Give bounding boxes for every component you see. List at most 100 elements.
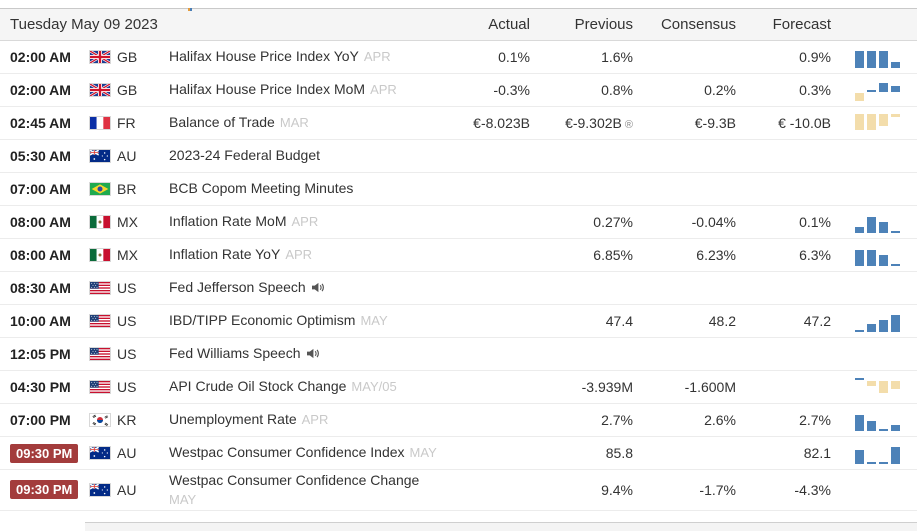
- event-cell: IBD/TIPP Economic Optimism MAY: [168, 305, 470, 338]
- flag-au-icon: [89, 149, 111, 163]
- event-link[interactable]: Inflation Rate MoM: [169, 213, 287, 230]
- event-cell: API Crude Oil Stock Change MAY/05: [168, 371, 470, 404]
- country-code: GB: [117, 82, 138, 98]
- chart-cell: [843, 338, 917, 371]
- country-cell: US: [88, 338, 168, 371]
- previous-value: [542, 173, 645, 206]
- previous-value: 1.6%: [601, 49, 633, 65]
- event-cell: Halifax House Price Index YoY APR: [168, 41, 470, 74]
- event-time: 08:00 AM: [0, 239, 88, 272]
- flag-kr-icon: [89, 413, 111, 427]
- country-cell: MX: [88, 239, 168, 272]
- chart-bar: [867, 51, 876, 68]
- chart-bar: [855, 378, 864, 380]
- mini-chart-icon[interactable]: [855, 211, 905, 233]
- event-link[interactable]: 2023-24 Federal Budget: [169, 147, 320, 164]
- event-time: 07:00 PM: [0, 404, 88, 437]
- previous-value: [542, 338, 645, 371]
- mini-chart-icon[interactable]: [855, 310, 905, 332]
- event-link[interactable]: API Crude Oil Stock Change: [169, 378, 347, 395]
- mini-chart-icon[interactable]: [855, 442, 905, 464]
- chart-bar: [855, 415, 864, 431]
- previous-value: 85.8: [605, 445, 633, 461]
- flag-fr-icon: [89, 116, 111, 130]
- event-time-label: 04:30 PM: [10, 379, 71, 395]
- forecast-value: 82.1: [803, 445, 831, 461]
- mini-chart-icon[interactable]: [855, 112, 905, 134]
- country-code: AU: [117, 481, 137, 498]
- event-cell: Unemployment Rate APR: [168, 404, 470, 437]
- column-header-consensus: Consensus: [660, 16, 736, 33]
- flag-au-icon: [89, 446, 111, 460]
- chart-cell: [843, 470, 917, 511]
- event-cell: Balance of Trade MAR: [168, 107, 470, 140]
- event-link[interactable]: Fed Williams Speech: [169, 344, 301, 361]
- previous-value: 0.27%: [593, 214, 633, 230]
- mini-chart-icon[interactable]: [855, 244, 905, 266]
- chart-bar: [879, 462, 888, 464]
- event-period: MAY: [169, 491, 197, 507]
- chart-cell: [843, 206, 917, 239]
- event-link[interactable]: Inflation Rate YoY: [169, 246, 281, 263]
- event-link[interactable]: Halifax House Price Index YoY: [169, 48, 359, 65]
- previous-value: -3.939M: [581, 379, 633, 395]
- event-time-label: 02:00 AM: [10, 49, 71, 65]
- table-row: 02:00 AM GB Halifax House Price Index Yo…: [0, 41, 917, 74]
- forecast-value: 6.3%: [799, 247, 831, 263]
- event-time: 08:30 AM: [0, 272, 88, 305]
- event-time: 02:00 AM: [0, 74, 88, 107]
- mini-chart-icon[interactable]: [855, 46, 905, 68]
- column-header-chart: [843, 9, 917, 41]
- chart-bar: [867, 90, 876, 92]
- mini-chart-icon[interactable]: [855, 376, 905, 398]
- event-period: MAR: [279, 115, 309, 131]
- flag-gb-icon: [89, 50, 111, 64]
- event-link[interactable]: BCB Copom Meeting Minutes: [169, 180, 354, 197]
- country-cell: US: [88, 371, 168, 404]
- actual-value: [470, 305, 542, 338]
- chart-cell: [843, 140, 917, 173]
- event-time-label: 12:05 PM: [10, 346, 71, 362]
- table-row: 12:05 PM US Fed Williams Speech: [0, 338, 917, 371]
- event-time: 08:00 AM: [0, 206, 88, 239]
- forecast-value: 47.2: [803, 313, 831, 329]
- consensus-value: -1.600M: [684, 379, 736, 395]
- event-cell: Inflation Rate MoM APR: [168, 206, 470, 239]
- event-link[interactable]: Westpac Consumer Confidence Index: [169, 444, 405, 461]
- chart-bar: [891, 315, 900, 332]
- event-time: 02:45 AM: [0, 107, 88, 140]
- chart-bar: [855, 450, 864, 464]
- event-period: MAY: [360, 313, 388, 329]
- cropped-element-fragment: [188, 8, 192, 11]
- date-header: Tuesday May 09 2023: [10, 16, 158, 33]
- mini-chart-icon[interactable]: [855, 409, 905, 431]
- event-link[interactable]: Balance of Trade: [169, 114, 275, 131]
- event-time: 09:30 PM: [0, 437, 88, 470]
- event-link[interactable]: Halifax House Price Index MoM: [169, 81, 366, 98]
- event-time-label: 02:45 AM: [10, 115, 71, 131]
- event-time-badge: 09:30 PM: [10, 443, 79, 463]
- table-row: 04:30 PM US API Crude Oil Stock Change MA…: [0, 371, 917, 404]
- chart-bar: [879, 255, 888, 266]
- event-link[interactable]: Westpac Consumer Confidence Change: [169, 472, 420, 488]
- event-link[interactable]: Fed Jefferson Speech: [169, 278, 306, 295]
- chart-bar: [879, 51, 888, 68]
- table-row: 08:30 AM US Fed Jefferson Speech: [0, 272, 917, 305]
- event-link[interactable]: IBD/TIPP Economic Optimism: [169, 312, 356, 329]
- actual-value: [470, 140, 542, 173]
- event-link[interactable]: Unemployment Rate: [169, 411, 297, 428]
- consensus-value: 6.23%: [696, 247, 736, 263]
- chart-bar: [855, 93, 864, 101]
- chart-bar: [867, 421, 876, 431]
- mini-chart-icon[interactable]: [855, 79, 905, 101]
- event-cell: Fed Jefferson Speech: [168, 272, 470, 305]
- chart-bar: [855, 227, 864, 233]
- forecast-value: € -10.0B: [778, 115, 831, 131]
- chart-cell: [843, 107, 917, 140]
- chart-bar: [891, 447, 900, 464]
- chart-cell: [843, 404, 917, 437]
- consensus-value: [645, 41, 748, 74]
- country-cell: AU: [88, 437, 168, 470]
- chart-cell: [843, 41, 917, 74]
- chart-cell: [843, 305, 917, 338]
